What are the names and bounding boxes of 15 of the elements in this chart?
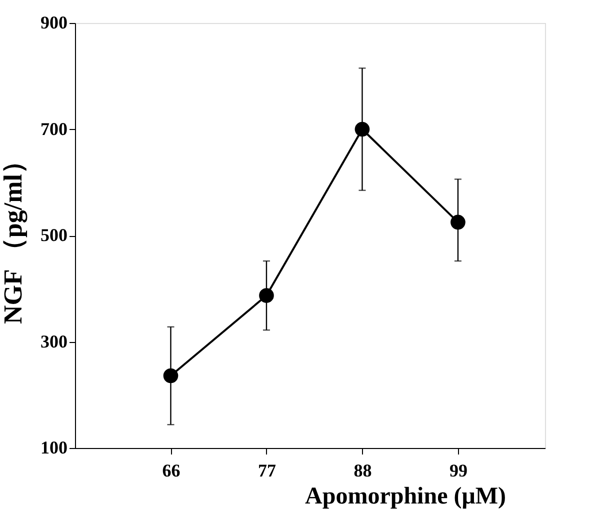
- point: [354, 122, 370, 137]
- y-tick-label: 900: [40, 12, 68, 32]
- point: [163, 368, 178, 384]
- x-tick-label: 99: [449, 460, 468, 480]
- x-tick-label: 66: [162, 460, 180, 480]
- x-tick-label: 77: [258, 460, 276, 480]
- y-axis-title: NGF （pg/ml）: [0, 148, 28, 324]
- y-tick-label: 300: [40, 331, 68, 352]
- y-tick-label: 100: [40, 438, 68, 458]
- point: [259, 288, 274, 303]
- y-tick-label: 700: [40, 118, 68, 139]
- x-tick-label: 88: [354, 460, 372, 480]
- x-axis-title: Apomorphine (μM): [305, 484, 506, 510]
- y-tick-label: 500: [40, 225, 68, 245]
- point: [450, 214, 466, 230]
